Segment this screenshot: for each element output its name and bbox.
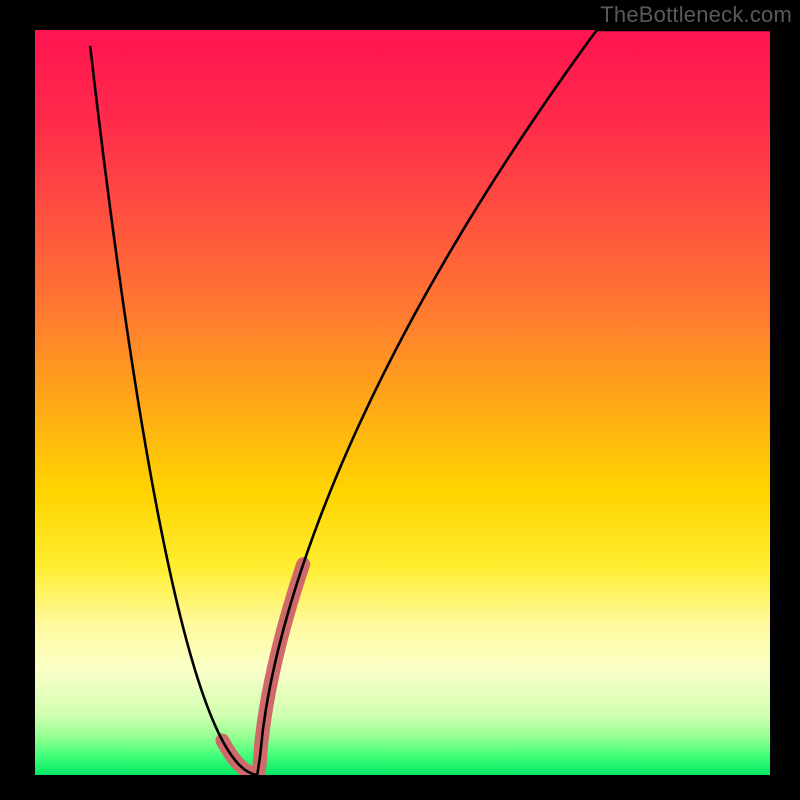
bottleneck-chart xyxy=(0,0,800,800)
chart-stage: TheBottleneck.com xyxy=(0,0,800,800)
plot-background xyxy=(35,30,770,775)
watermark-text: TheBottleneck.com xyxy=(600,2,792,28)
